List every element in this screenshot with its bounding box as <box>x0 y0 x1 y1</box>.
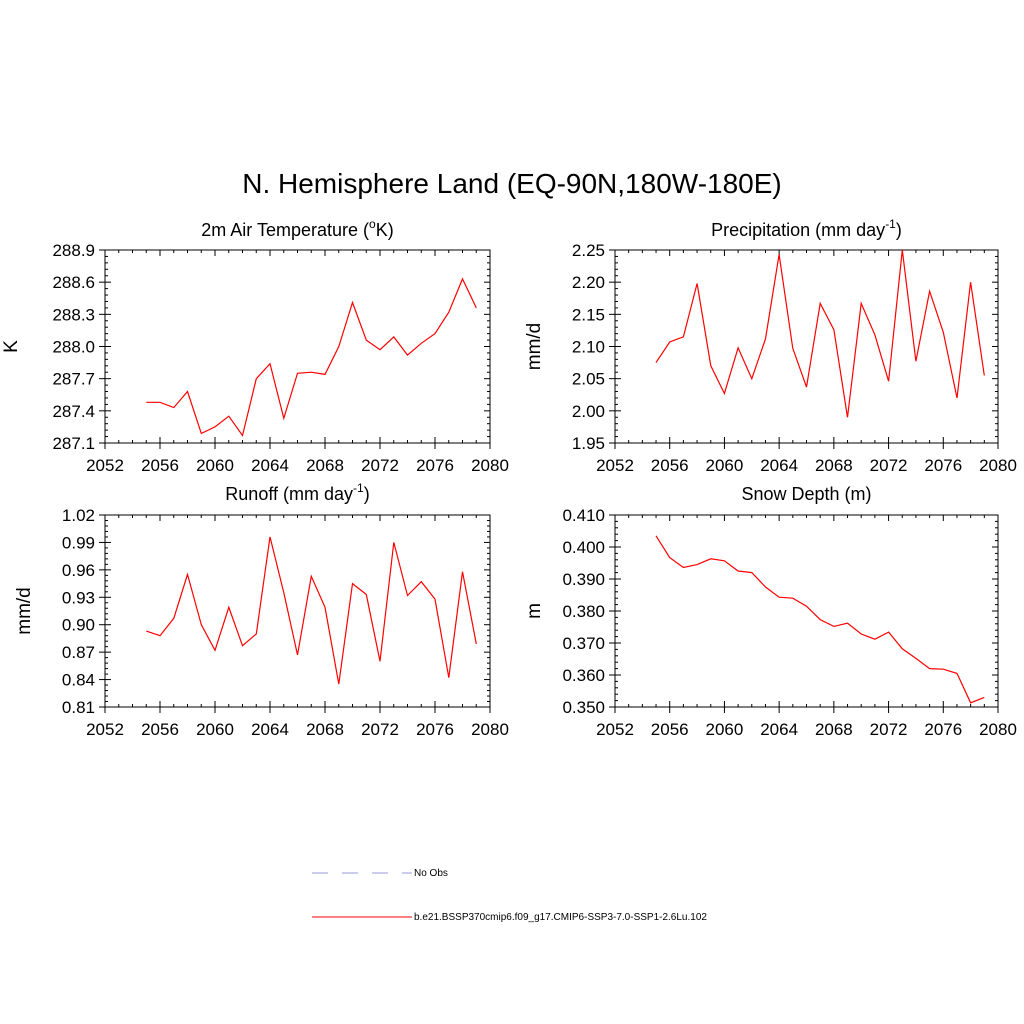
y-tick-label: 0.390 <box>562 570 605 589</box>
panel-snow-depth: 2052 2056 2060 2064 2068 2072 2076 2080 0.350 0.3… <box>524 484 1017 739</box>
x-tick-label: 2064 <box>251 456 289 475</box>
y-tick-label: 0.370 <box>562 634 605 653</box>
y-tick-label: 0.81 <box>62 698 95 717</box>
y-tick-label: 0.84 <box>62 671 95 690</box>
x-tick-label: 2064 <box>760 456 798 475</box>
x-tick-label: 2056 <box>141 720 179 739</box>
y-tick-label: 0.410 <box>562 506 605 525</box>
x-tick-label: 2072 <box>361 720 399 739</box>
panel-title-text-end: ) <box>896 220 902 240</box>
x-tick-label: 2052 <box>596 456 634 475</box>
y-axis-label: mm/d <box>14 587 35 635</box>
y-tick-label: 0.380 <box>562 602 605 621</box>
y-tick-label: 288.6 <box>52 273 95 292</box>
x-tick-label: 2064 <box>760 720 798 739</box>
y-tick-label: 0.93 <box>62 588 95 607</box>
x-tick-label: 2056 <box>651 456 689 475</box>
x-tick-label: 2080 <box>471 720 509 739</box>
panel-temperature: 2052 2056 2060 2064 2068 2072 2076 2080 287.1 287… <box>1 217 509 475</box>
panel-title: 2m Air Temperature (oK) <box>201 217 393 240</box>
x-tick-label: 2072 <box>870 720 908 739</box>
x-tick-label: 2080 <box>471 456 509 475</box>
x-tick-label: 2068 <box>306 720 344 739</box>
y-tick-label: 287.7 <box>52 370 95 389</box>
x-tick-label: 2076 <box>924 720 962 739</box>
panel-title: Precipitation (mm day-1) <box>711 217 902 240</box>
x-tick-label: 2068 <box>815 456 853 475</box>
y-tick-label: 0.360 <box>562 666 605 685</box>
y-tick-label: 0.90 <box>62 616 95 635</box>
x-tick-label: 2080 <box>979 720 1017 739</box>
legend-label-model-run: b.e21.BSSP370cmip6.f09_g17.CMIP6-SSP3-7.… <box>414 912 707 923</box>
y-tick-label: 288.9 <box>52 241 95 260</box>
panel-title-text: Runoff (mm day <box>225 484 353 504</box>
y-tick-label: 2.00 <box>572 402 605 421</box>
x-tick-label: 2056 <box>651 720 689 739</box>
panel-title-text: Snow Depth (m) <box>741 484 871 504</box>
x-tick-label: 2060 <box>196 720 234 739</box>
legend-label-no-obs: No Obs <box>414 868 448 879</box>
y-axis-label: K <box>1 340 22 353</box>
chart-panels: 2052 2056 2060 2064 2068 2072 2076 2080 287.1 287… <box>1 217 1017 739</box>
y-tick-label: 2.20 <box>572 273 605 292</box>
y-tick-label: 287.1 <box>52 434 95 453</box>
y-tick-label: 0.350 <box>562 698 605 717</box>
x-tick-label: 2076 <box>416 456 454 475</box>
y-tick-label: 0.96 <box>62 561 95 580</box>
y-tick-label: 1.95 <box>572 434 605 453</box>
y-tick-label: 2.15 <box>572 305 605 324</box>
x-tick-label: 2060 <box>706 456 744 475</box>
panel-title-text-end: ) <box>364 484 370 504</box>
legend: No Obs b.e21.BSSP370cmip6.f09_g17.CMIP6-… <box>312 868 707 923</box>
x-tick-label: 2052 <box>86 456 124 475</box>
y-axis-label: m <box>524 603 545 619</box>
x-tick-label: 2068 <box>306 456 344 475</box>
x-tick-label: 2052 <box>596 720 634 739</box>
plot-frame <box>104 514 491 708</box>
figure-title: N. Hemisphere Land (EQ-90N,180W-180E) <box>242 168 782 199</box>
x-tick-label: 2060 <box>196 456 234 475</box>
plot-frame <box>614 249 999 444</box>
x-tick-label: 2056 <box>141 456 179 475</box>
panel-title-text: Precipitation (mm day <box>711 220 885 240</box>
panel-title-text: 2m Air Temperature ( <box>201 220 369 240</box>
x-tick-label: 2064 <box>251 720 289 739</box>
y-tick-label: 288.3 <box>52 305 95 324</box>
plot-frame <box>104 249 491 444</box>
x-tick-label: 2052 <box>86 720 124 739</box>
y-tick-label: 2.25 <box>572 241 605 260</box>
x-tick-label: 2076 <box>924 456 962 475</box>
series-line <box>655 249 985 418</box>
y-tick-label: 2.05 <box>572 370 605 389</box>
y-tick-label: 2.10 <box>572 338 605 357</box>
panel-runoff: 2052 2056 2060 2064 2068 2072 2076 2080 0.81 0.84… <box>14 481 509 739</box>
series-line <box>146 536 477 685</box>
x-tick-label: 2076 <box>416 720 454 739</box>
series-line <box>655 535 985 704</box>
y-axis-label: mm/d <box>524 323 545 371</box>
y-tick-label: 288.0 <box>52 338 95 357</box>
x-tick-label: 2068 <box>815 720 853 739</box>
y-tick-label: 0.99 <box>62 533 95 552</box>
panel-precipitation: 2052 2056 2060 2064 2068 2072 2076 2080 1.95 2.00… <box>524 217 1017 475</box>
plot-frame <box>614 514 999 708</box>
y-tick-label: 1.02 <box>62 506 95 525</box>
y-tick-label: 287.4 <box>52 402 95 421</box>
panel-title: Snow Depth (m) <box>741 484 871 504</box>
panel-title-superscript: -1 <box>885 217 896 231</box>
x-tick-label: 2072 <box>361 456 399 475</box>
panel-title-superscript: -1 <box>353 481 364 495</box>
panel-title-superscript: o <box>369 217 376 231</box>
x-tick-label: 2072 <box>870 456 908 475</box>
y-tick-label: 0.400 <box>562 538 605 557</box>
series-line <box>146 277 477 437</box>
y-tick-label: 0.87 <box>62 643 95 662</box>
x-tick-label: 2060 <box>706 720 744 739</box>
panel-title-text-end: K) <box>376 220 394 240</box>
x-tick-label: 2080 <box>979 456 1017 475</box>
panel-title: Runoff (mm day-1) <box>225 481 369 504</box>
